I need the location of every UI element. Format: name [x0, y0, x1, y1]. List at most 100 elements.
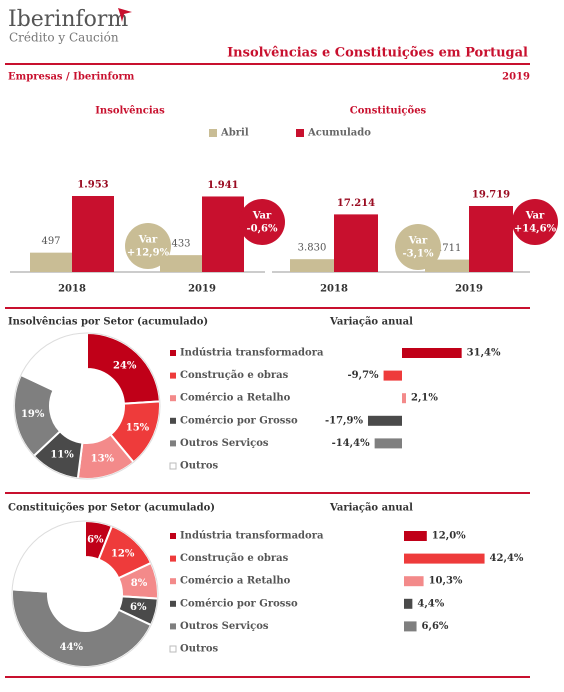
var-label: Var: [252, 211, 272, 222]
variation-label: -14,4%: [332, 438, 371, 449]
variation-label: 12,0%: [432, 531, 466, 542]
legend-swatch: [170, 440, 176, 447]
tagline: Crédito y Caución: [9, 31, 119, 45]
variation-bar: [402, 393, 406, 404]
donut-slice: [11, 519, 86, 593]
var-bubble: [125, 223, 171, 269]
value-label: 1.941: [207, 180, 238, 191]
slice-label: 44%: [60, 642, 84, 653]
legend-label: Outros: [180, 644, 219, 655]
slice-label: 15%: [126, 422, 150, 433]
variation-bar: [404, 553, 485, 564]
slice-label: 12%: [111, 548, 135, 559]
variation-bar: [404, 621, 417, 632]
legend-label: Comércio por Grosso: [180, 598, 298, 609]
slice-label: 8%: [131, 578, 148, 589]
donut-outline: [11, 520, 159, 668]
legend-swatch: [170, 350, 176, 356]
logo: Iberinform: [8, 7, 128, 32]
legend-swatch: [170, 417, 176, 424]
legend-swatch: [170, 395, 176, 402]
variation-label: 2,1%: [411, 393, 438, 404]
legend-swatch: [209, 129, 217, 137]
legend-swatch: [170, 623, 176, 630]
value-label: 17.214: [337, 198, 375, 209]
logo-icon: [118, 8, 132, 22]
variation-label: 42,4%: [490, 553, 524, 564]
legend-label: Indústria transformadora: [180, 531, 324, 542]
legend-swatch: [169, 645, 177, 653]
slice-label: 19%: [21, 409, 45, 420]
legend-label: Acumulado: [307, 128, 371, 139]
legend-label: Construção e obras: [180, 370, 289, 381]
legend-label: Comércio a Retalho: [180, 576, 291, 587]
variation-label: 4,4%: [417, 598, 444, 609]
value-label: 19.719: [472, 190, 510, 201]
category-label: 2018: [58, 284, 86, 295]
page-title: Insolvências e Constituições em Portugal: [227, 46, 528, 61]
slice-label: 13%: [91, 453, 115, 464]
variation-bar: [404, 576, 424, 587]
var-bubble: [395, 224, 441, 270]
variation-label: 31,4%: [467, 348, 501, 359]
var-label: Var: [138, 235, 158, 246]
legend-swatch: [296, 129, 304, 137]
bar: [469, 206, 513, 272]
variation-label: 10,3%: [429, 576, 463, 587]
chart-title: Constituições por Setor (acumulado): [8, 503, 215, 514]
bar: [72, 196, 114, 272]
bar: [334, 214, 378, 272]
donut-outline: [13, 332, 161, 480]
legend-label: Outros: [180, 461, 219, 472]
category-label: 2018: [320, 284, 348, 295]
bar: [202, 196, 244, 272]
legend-swatch: [170, 372, 176, 379]
variation-bar: [404, 598, 413, 609]
var-value: -3,1%: [402, 249, 434, 260]
bar: [160, 255, 202, 272]
var-label: Var: [525, 211, 545, 222]
variation-label: 6,6%: [422, 621, 449, 632]
variation-title: Variação anual: [329, 503, 413, 514]
variation-bar: [402, 348, 462, 358]
bar: [30, 252, 72, 272]
legend-label: Indústria transformadora: [180, 348, 324, 359]
year: 2019: [502, 72, 530, 83]
legend-label: Comércio por Grosso: [180, 415, 298, 426]
value-label: 433: [171, 239, 190, 250]
legend-swatch: [170, 555, 176, 562]
legend-label: Outros Serviços: [180, 621, 269, 632]
value-label: 1.953: [77, 180, 108, 191]
legend-label: Construção e obras: [180, 553, 289, 564]
variation-bar: [404, 531, 427, 541]
variation-bar: [383, 370, 402, 381]
legend-swatch: [170, 600, 176, 607]
chart-title: Insolvências: [95, 106, 165, 117]
var-bubble: [512, 199, 558, 245]
bar: [425, 259, 469, 272]
variation-label: -9,7%: [348, 370, 380, 381]
category-label: 2019: [455, 284, 483, 295]
legend-label: Abril: [220, 128, 249, 139]
chart-title: Constituições: [350, 106, 427, 117]
chart-title: Insolvências por Setor (acumulado): [8, 317, 208, 328]
category-label: 2019: [188, 284, 216, 295]
var-value: -0,6%: [246, 224, 278, 235]
variation-bar: [367, 415, 402, 426]
value-label: 3.711: [433, 243, 462, 254]
var-value: +14,6%: [514, 224, 557, 235]
slice-label: 24%: [113, 360, 137, 371]
variation-bar: [374, 438, 402, 449]
var-bubble: [239, 199, 285, 245]
variation-title: Variação anual: [329, 317, 413, 328]
subtitle: Empresas / Iberinform: [8, 72, 135, 83]
legend-swatch: [169, 462, 177, 470]
var-label: Var: [408, 236, 428, 247]
legend-label: Outros Serviços: [180, 438, 269, 449]
value-label: 3.830: [298, 243, 327, 254]
bar: [290, 259, 334, 272]
slice-label: 6%: [130, 602, 147, 613]
legend-swatch: [170, 578, 176, 585]
slice-label: 6%: [87, 534, 104, 545]
